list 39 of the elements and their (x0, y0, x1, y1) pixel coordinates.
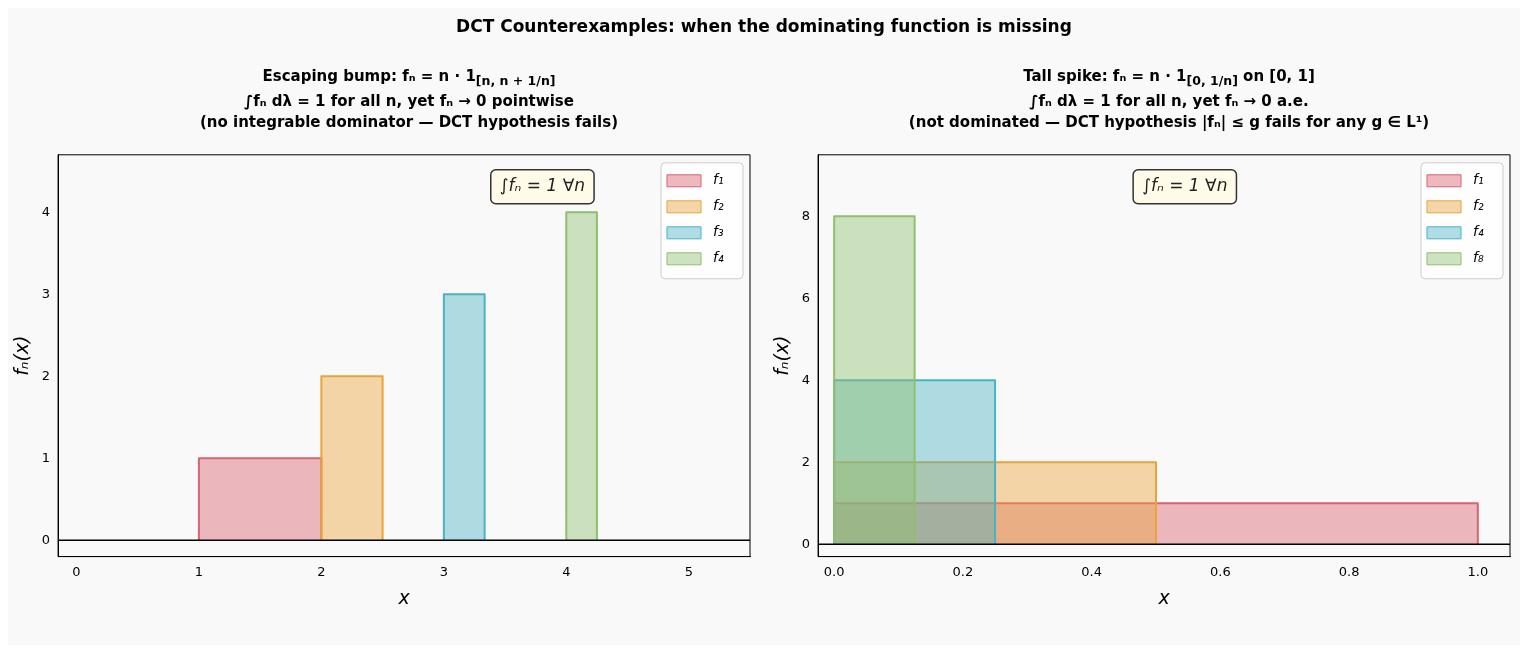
legend-label: f₁ (1473, 171, 1484, 188)
y-tick-label: 0 (41, 531, 51, 547)
legend-label: f₂ (1473, 197, 1484, 214)
y-tick-label: 3 (41, 285, 51, 301)
x-tick-label: 0.8 (1338, 563, 1360, 579)
y-tick-label: 2 (41, 367, 51, 383)
legend-label: f₈ (1473, 249, 1484, 266)
x-tick-label: 4 (562, 563, 571, 579)
x-tick-label: 0.0 (823, 563, 845, 579)
y-axis-title: fₙ(x) (770, 335, 793, 376)
legend-label: f₃ (713, 223, 724, 240)
y-axis-title: fₙ(x) (10, 335, 33, 376)
legend-label: f₂ (713, 197, 724, 214)
chart-title: DCT Counterexamples: when the dominating function is missing (455, 15, 1073, 38)
y-tick-label: 4 (801, 371, 811, 387)
x-tick-label: 3 (439, 563, 448, 579)
legend-label: f₄ (713, 249, 724, 266)
y-tick-label: 8 (801, 207, 811, 223)
x-axis-title: x (1157, 585, 1171, 608)
y-tick-label: 4 (41, 203, 51, 219)
y-tick-label: 0 (801, 535, 811, 551)
x-tick-label: 0 (72, 563, 81, 579)
x-tick-label: 0.4 (1081, 563, 1102, 579)
y-tick-label: 2 (801, 453, 811, 469)
y-tick-label: 1 (41, 449, 51, 465)
x-tick-label: 1.0 (1467, 563, 1489, 579)
annotation: ∫fₙ = 1 ∀n (1142, 175, 1228, 196)
x-tick-label: 0.2 (952, 563, 974, 579)
annotation: ∫fₙ = 1 ∀n (499, 175, 586, 196)
legend-label: f₁ (713, 171, 724, 188)
x-tick-label: 0.6 (1210, 563, 1231, 579)
x-tick-label: 5 (684, 563, 693, 579)
x-tick-label: 1 (194, 563, 204, 579)
chart-subtitle: Tall spike: fₙ = n · 1$_{[0, 1/n]}$ on [0, 1] ∫fₙ dλ = 1 for all n, yet fₙ → 0 a.e. (not dominated — DCT hypothesis |fₙ| ≤ g fails for any g ∈ L¹) (907, 66, 1431, 133)
x-axis-title: x (397, 585, 411, 608)
chart-subtitle: Escaping bump: fₙ = n · 1$_{[n, n + 1/n]}$ ∫fₙ dλ = 1 for all n, yet fₙ → 0 pointwise (no integrable dominator — DCT hypothesis fails) (198, 66, 620, 133)
legend-label: f₄ (1473, 223, 1484, 240)
y-tick-label: 6 (801, 289, 811, 305)
x-tick-label: 2 (317, 563, 326, 579)
